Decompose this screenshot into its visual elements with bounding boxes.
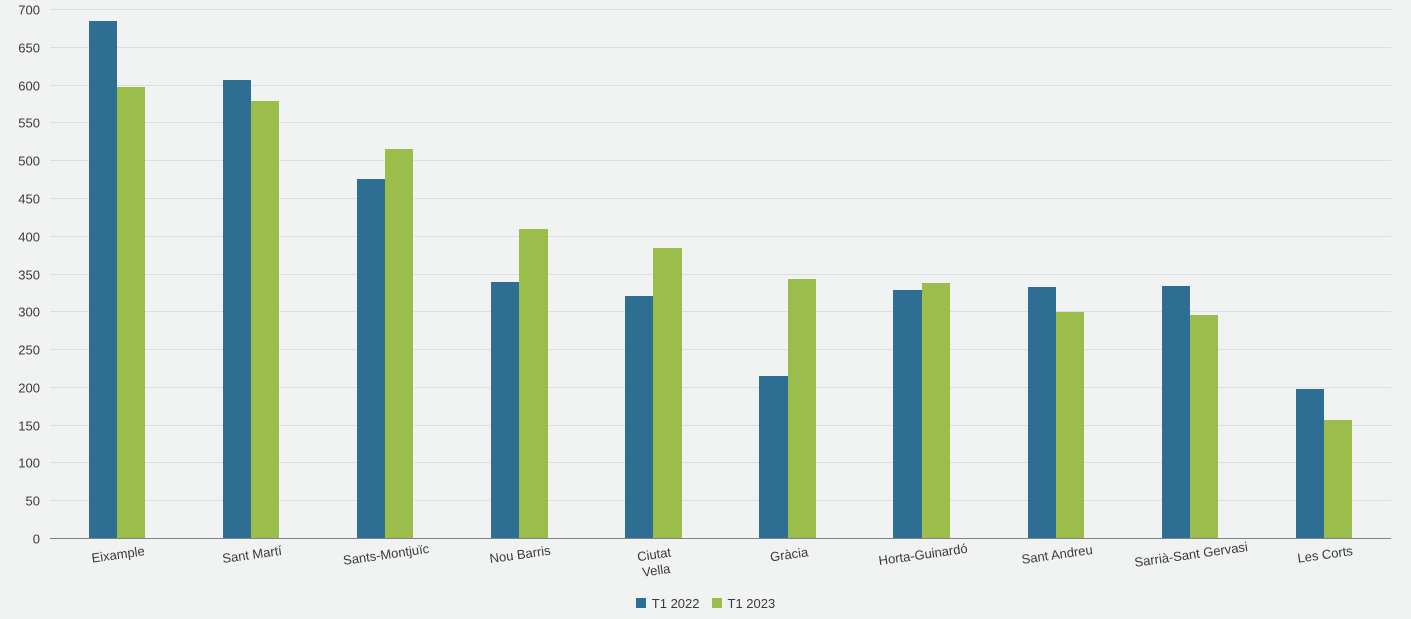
legend-item: T1 2022 (636, 596, 700, 611)
x-tick-label: Eixample (91, 543, 146, 566)
bar (759, 376, 787, 539)
y-tick-label: 200 (18, 380, 40, 395)
bar (653, 248, 681, 539)
bar (1324, 420, 1352, 539)
y-tick-label: 400 (18, 229, 40, 244)
y-tick-label: 50 (26, 494, 40, 509)
y-tick-label: 300 (18, 305, 40, 320)
x-tick-label: Sant Andreu (1020, 542, 1093, 567)
bar (1028, 287, 1056, 539)
bar (1190, 315, 1218, 539)
bars-layer (50, 10, 1391, 539)
y-tick-label: 350 (18, 267, 40, 282)
x-tick-label: Gràcia (769, 544, 809, 565)
chart-legend: T1 2022 T1 2023 (0, 596, 1411, 612)
x-tick-label: Horta-Guinardó (877, 541, 968, 569)
bar (625, 296, 653, 539)
y-tick-label: 700 (18, 3, 40, 18)
bar (1056, 312, 1084, 539)
bar (491, 282, 519, 539)
x-axis-line (50, 538, 1391, 539)
x-tick-label: Les Corts (1296, 543, 1353, 566)
bar (519, 229, 547, 539)
bar (385, 149, 413, 539)
x-tick-label: Sant Martí (221, 543, 283, 567)
bar (223, 80, 251, 539)
bar (357, 179, 385, 539)
bar (117, 87, 145, 539)
y-tick-label: 100 (18, 456, 40, 471)
bar (922, 283, 950, 539)
legend-swatch (636, 598, 646, 608)
bar (89, 21, 117, 539)
x-tick-label: Ciutat Vella (637, 545, 675, 581)
y-tick-label: 650 (18, 40, 40, 55)
legend-swatch (712, 598, 722, 608)
chart-container: 0 50 100 150 200 250 300 350 400 450 500 550 600 650 7… (0, 0, 1411, 619)
x-tick-label: Nou Barris (489, 543, 552, 567)
bar (251, 101, 279, 539)
bar (1296, 389, 1324, 539)
y-tick-label: 150 (18, 418, 40, 433)
y-tick-label: 600 (18, 78, 40, 93)
x-tick-label: Sarrià-Sant Gervasi (1133, 539, 1248, 570)
bar (788, 279, 816, 539)
y-tick-label: 500 (18, 154, 40, 169)
legend-label: T1 2022 (652, 596, 700, 611)
y-tick-label: 450 (18, 191, 40, 206)
legend-item: T1 2023 (712, 596, 776, 611)
y-tick-label: 250 (18, 343, 40, 358)
bar (893, 290, 921, 539)
legend-label: T1 2023 (728, 596, 776, 611)
plot-area: 0501001502002503003504004505005506006507… (50, 10, 1391, 539)
bar (1162, 286, 1190, 539)
y-tick-label: 0 (33, 532, 40, 547)
y-tick-label: 550 (18, 116, 40, 131)
x-tick-label: Sants-Montjuïc (342, 541, 430, 569)
